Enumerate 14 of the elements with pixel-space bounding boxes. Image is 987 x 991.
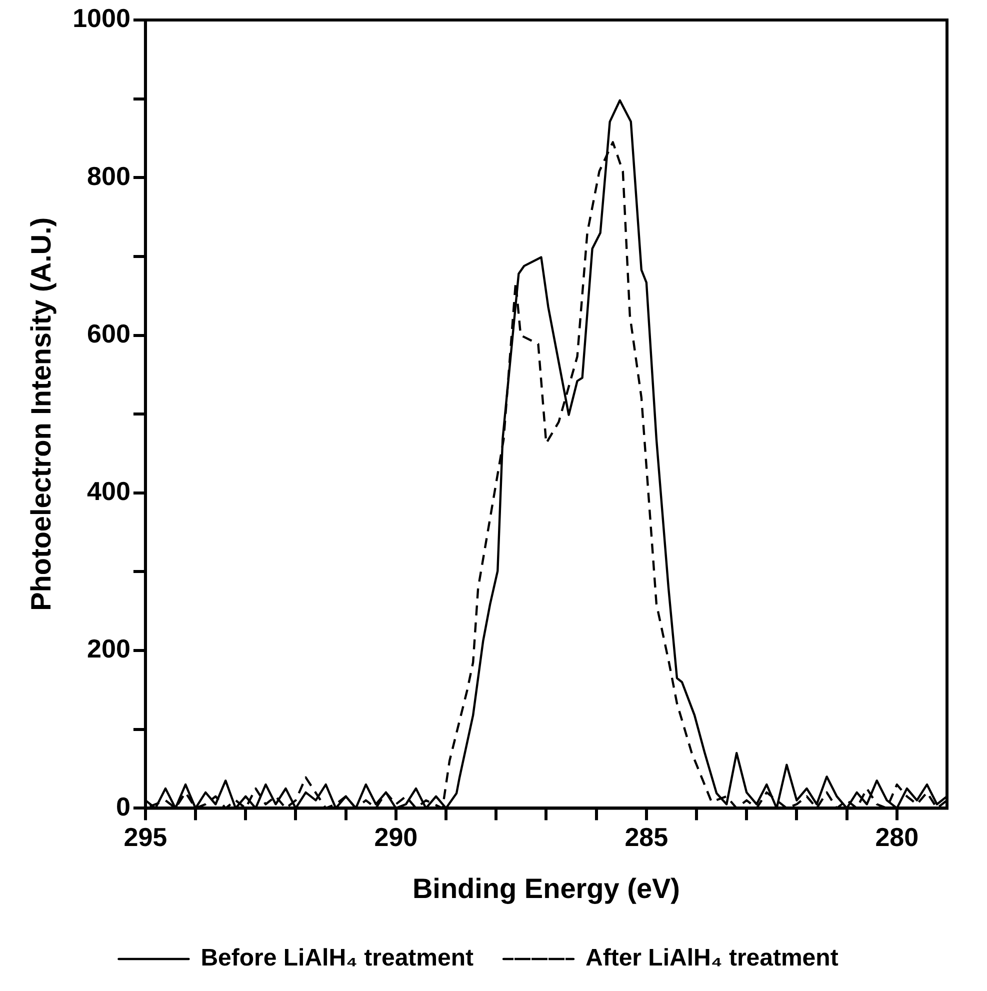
y-tick-label: 0 — [116, 791, 130, 822]
y-tick-label: 800 — [87, 160, 130, 191]
y-tick-label: 200 — [87, 634, 130, 664]
y-tick-label: 600 — [87, 318, 130, 348]
legend-label: After LiAlH₄ treatment — [586, 944, 838, 972]
legend-label: Before LiAlH₄ treatment — [200, 944, 474, 972]
x-axis-title: Binding Energy (eV) — [412, 872, 680, 904]
x-tick-label: 285 — [624, 822, 668, 852]
y-axis-title: Photoelectron Intensity (A.U.) — [26, 217, 57, 611]
y-tick-label: 400 — [87, 476, 130, 506]
x-tick-label: 290 — [374, 822, 418, 852]
x-tick-label: 295 — [124, 822, 168, 852]
x-tick-label: 280 — [875, 822, 919, 852]
y-tick-label: 1000 — [72, 3, 130, 34]
